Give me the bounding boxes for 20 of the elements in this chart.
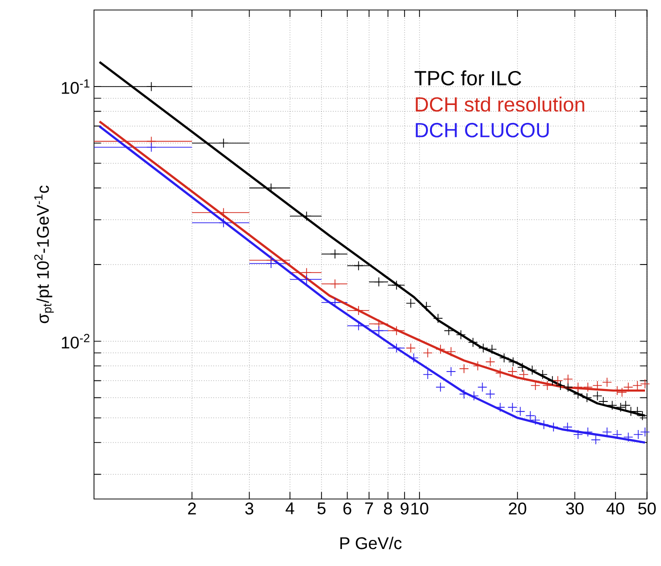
x-axis-title: P GeV/c [340,536,402,550]
x-tick-label: 30 [566,502,584,515]
text: TPC for ILC [414,70,522,86]
x-tick-label: 40 [606,502,624,515]
x-tick-label: 5 [317,502,326,514]
x-tick-label: 7 [365,502,373,514]
y-axis-title: σ$_{pt}$/pt 10$^{2}$-1GeV$^{-1}$c [34,186,54,324]
text: DCH CLUCOU [416,122,549,138]
x-tick-label: 3 [245,502,254,515]
y-tick-label: 10$^{-1}$ [62,79,90,94]
x-tick-label: 2 [188,502,196,514]
text: DCH std resolution [416,96,584,112]
x-tick-label: 9 [400,502,409,515]
x-tick-label: 8 [384,502,392,515]
y-tick-label: 10$^{-2}$ [62,334,90,349]
x-tick-label: 20 [508,502,526,515]
x-tick-label: 50 [638,502,656,515]
x-tick-label: 6 [343,502,352,515]
x-tick-label: 4 [286,502,294,514]
x-tick-label: 10 [411,502,428,515]
